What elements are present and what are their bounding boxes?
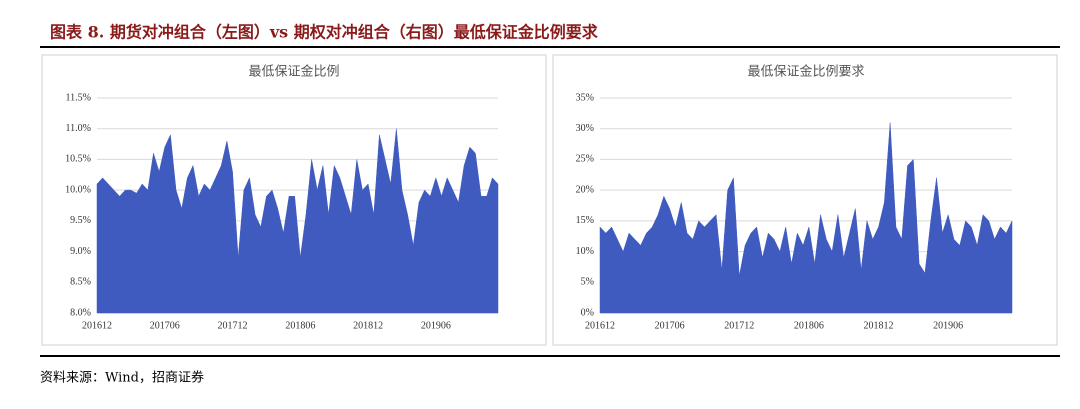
chart-title: 最低保证金比例要求 <box>747 64 864 80</box>
y-tick-label: 8.5% <box>70 277 91 288</box>
source-note: 资料来源：Wind，招商证券 <box>40 370 204 386</box>
y-tick-label: 30% <box>576 123 594 134</box>
x-tick-label: 201812 <box>864 320 894 331</box>
area <box>599 122 1013 314</box>
figure-title: 图表 8. 期货对冲组合（左图）vs 期权对冲组合（右图）最低保证金比例要求 <box>50 23 599 42</box>
x-tick-label: 201712 <box>724 320 754 331</box>
x-tick-label: 201806 <box>794 320 824 331</box>
y-tick-label: 35% <box>576 92 594 103</box>
y-tick-label: 10% <box>576 246 594 257</box>
y-tick-label: 11.0% <box>66 123 91 134</box>
y-tick-label: 20% <box>576 184 594 195</box>
y-tick-label: 11.5% <box>66 92 91 103</box>
x-tick-label: 201906 <box>421 320 451 331</box>
y-tick-label: 9.5% <box>70 215 91 226</box>
y-tick-label: 25% <box>576 154 594 165</box>
x-tick-label: 201806 <box>285 320 315 331</box>
y-tick-label: 8.0% <box>70 307 91 318</box>
y-tick-label: 10.5% <box>65 154 91 165</box>
chart-title: 最低保证金比例 <box>248 64 339 80</box>
area <box>96 128 499 314</box>
y-tick-label: 0% <box>581 307 594 318</box>
x-tick-label: 201906 <box>933 320 963 331</box>
x-tick-label: 201712 <box>218 320 248 331</box>
x-tick-label: 201612 <box>585 320 615 331</box>
x-tick-label: 201706 <box>150 320 180 331</box>
y-tick-label: 15% <box>576 215 594 226</box>
x-tick-label: 201706 <box>655 320 685 331</box>
y-tick-label: 10.0% <box>65 184 91 195</box>
x-tick-label: 201612 <box>82 320 112 331</box>
y-tick-label: 5% <box>581 277 594 288</box>
y-tick-label: 9.0% <box>70 246 91 257</box>
x-tick-label: 201812 <box>353 320 383 331</box>
